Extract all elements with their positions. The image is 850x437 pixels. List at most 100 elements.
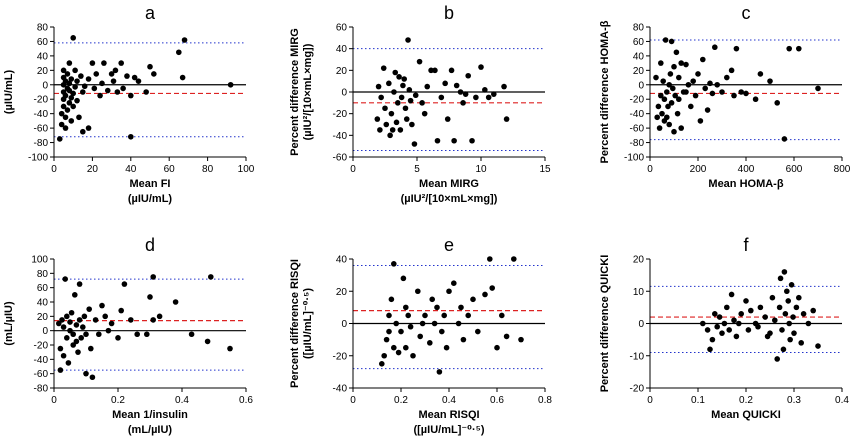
data-point	[700, 56, 706, 63]
x-tick-label: 800	[834, 164, 850, 175]
data-point	[444, 116, 451, 122]
x-axis-label: Mean MIRG	[419, 178, 479, 190]
data-point	[774, 356, 780, 362]
data-point	[81, 83, 88, 90]
data-point	[78, 73, 84, 79]
data-point	[738, 311, 744, 317]
data-point	[70, 35, 76, 41]
data-point	[78, 335, 84, 341]
data-point	[227, 345, 233, 352]
data-point	[434, 137, 441, 144]
data-point	[400, 82, 406, 89]
data-point	[518, 336, 524, 343]
data-point	[674, 110, 681, 117]
data-point	[115, 335, 121, 341]
data-point	[719, 330, 725, 336]
data-point	[786, 45, 792, 52]
data-point	[719, 89, 725, 95]
data-point	[724, 74, 730, 81]
data-point	[70, 342, 76, 348]
data-point	[457, 89, 464, 95]
x-tick-label: 0.1	[691, 395, 705, 406]
data-point	[785, 298, 792, 304]
data-point	[59, 317, 65, 323]
data-point	[796, 45, 802, 52]
y-tick-label: 20	[336, 66, 348, 77]
data-point	[670, 85, 676, 92]
data-point	[382, 105, 388, 112]
y-tick-label: 0	[638, 80, 644, 91]
x-axis-label: Mean 1/insulin	[112, 409, 188, 421]
data-point	[128, 133, 134, 140]
data-point	[712, 311, 718, 317]
data-point	[99, 302, 105, 309]
data-point	[431, 320, 438, 327]
y-axis-label: Percent difference 1/insulin	[0, 251, 2, 395]
data-point	[62, 114, 69, 121]
data-point	[402, 105, 409, 112]
data-point	[762, 314, 768, 320]
data-point	[787, 336, 793, 343]
data-point	[405, 37, 411, 43]
data-point	[774, 100, 780, 106]
y-tick-label: -60	[333, 153, 348, 164]
data-point	[469, 137, 475, 144]
data-point	[815, 85, 821, 92]
y-tick-label: 80	[633, 23, 645, 34]
data-point	[403, 116, 410, 122]
data-point	[664, 114, 670, 121]
data-point	[743, 298, 749, 304]
x-tick-label: 0.4	[835, 395, 849, 406]
data-point	[453, 82, 460, 89]
x-tick-label: 200	[690, 164, 707, 175]
data-point	[135, 78, 142, 84]
data-point	[120, 85, 126, 92]
x-axis-label: Mean HOMA-β	[708, 178, 783, 190]
y-tick-label: -40	[630, 109, 645, 120]
data-point	[676, 74, 682, 81]
data-point	[147, 294, 153, 300]
data-point	[143, 89, 149, 95]
data-point	[400, 275, 407, 282]
x-tick-label: 600	[786, 164, 803, 175]
data-point	[721, 320, 728, 327]
data-point	[393, 119, 400, 126]
data-point	[104, 87, 111, 94]
data-point	[668, 100, 675, 106]
data-point	[439, 328, 445, 335]
x-tick-label: 0.8	[538, 395, 552, 406]
data-point	[410, 352, 416, 359]
data-point	[667, 71, 674, 77]
data-point	[772, 317, 778, 324]
x-tick-label: 15	[539, 164, 551, 175]
data-point	[503, 333, 510, 340]
data-point	[57, 345, 64, 352]
data-point	[124, 73, 130, 79]
data-point	[398, 94, 405, 101]
data-point	[671, 128, 677, 135]
data-point	[429, 296, 436, 303]
data-point	[66, 87, 73, 94]
x-tick-label: 20	[87, 164, 99, 175]
data-point	[66, 60, 73, 66]
data-point	[704, 327, 711, 333]
data-point	[503, 116, 510, 122]
data-point	[417, 333, 424, 340]
data-point	[782, 311, 789, 317]
x-tick-label: 0.4	[442, 395, 456, 406]
data-point	[102, 313, 108, 320]
data-point	[397, 127, 404, 133]
data-point	[707, 80, 713, 87]
data-point	[393, 320, 400, 327]
data-point	[793, 304, 800, 311]
data-point	[671, 63, 677, 70]
data-point	[655, 103, 662, 110]
data-point	[757, 71, 764, 77]
data-point	[118, 307, 124, 314]
data-point	[76, 317, 83, 323]
data-point	[455, 320, 462, 327]
y-tick-label: 60	[633, 37, 645, 48]
data-point	[64, 313, 70, 320]
data-point	[784, 288, 790, 295]
